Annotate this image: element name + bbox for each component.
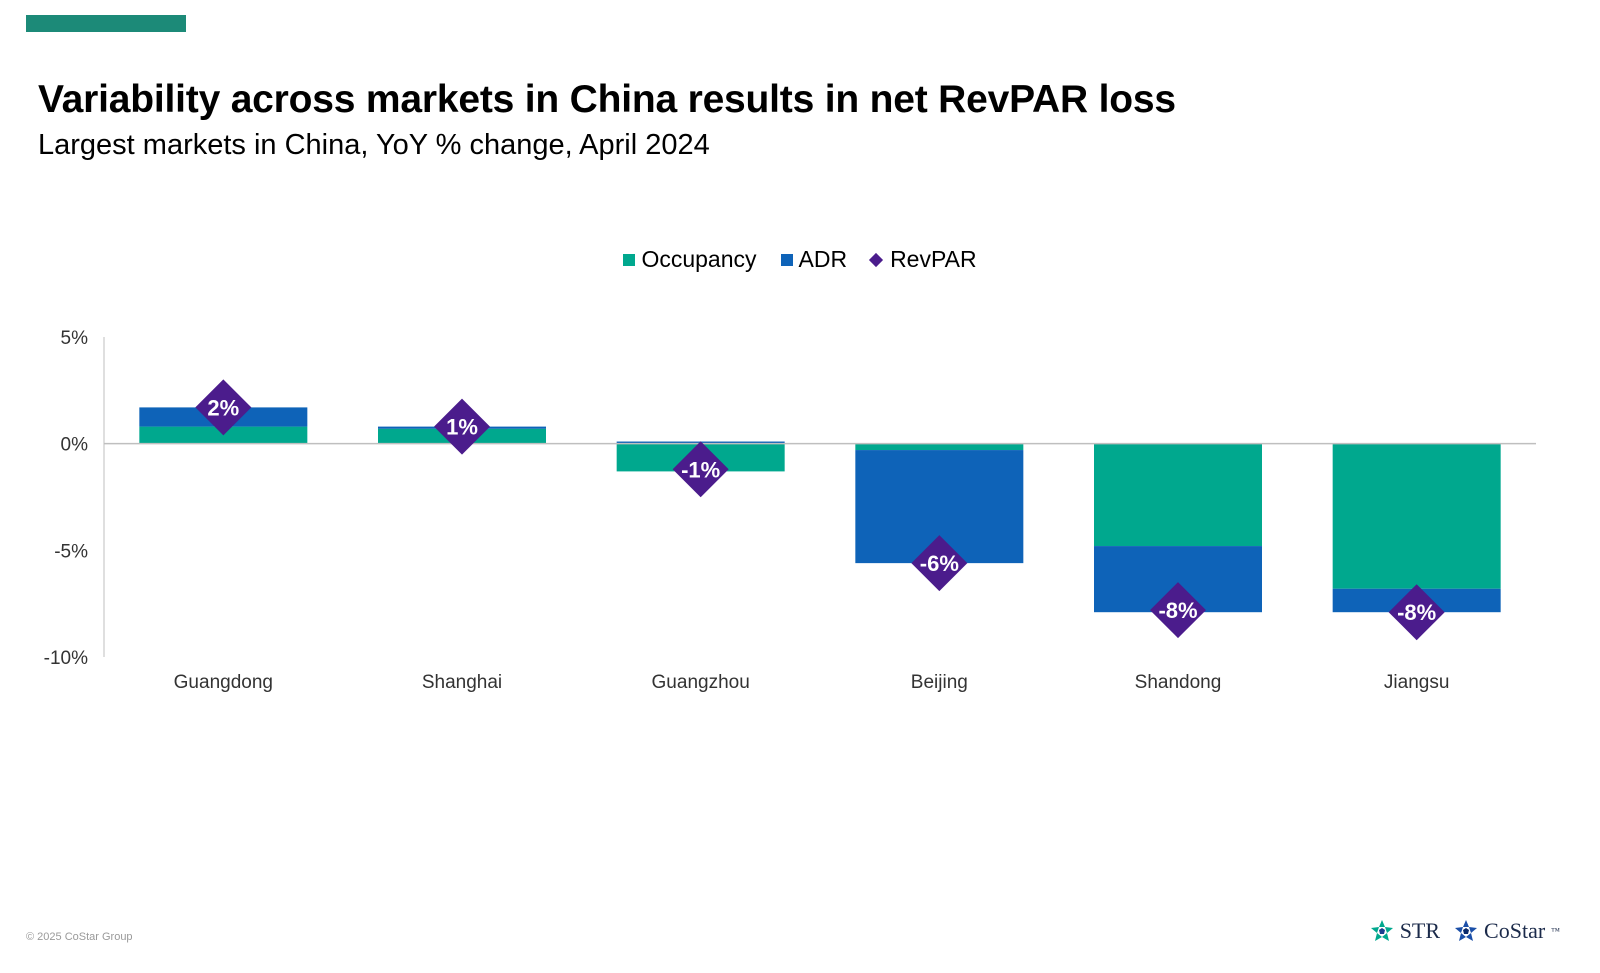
legend-swatch-adr [780,253,793,266]
legend-item-occupancy: Occupancy [623,246,757,273]
brand-logos: STR CoStar ™ [1370,918,1560,944]
bar-occupancy-jiangsu [1332,443,1501,589]
x-tick-label: Shandong [1135,672,1222,693]
costar-logo-text: CoStar [1484,918,1546,943]
trademark-symbol: ™ [1551,926,1560,936]
legend-label-revpar: RevPAR [890,246,977,272]
y-tick-label: -5% [54,541,88,562]
chart-legend: Occupancy ADR RevPAR [0,246,1600,273]
str-logo-text: STR [1399,918,1441,943]
y-tick-label: -10% [44,648,88,669]
page-subtitle: Largest markets in China, YoY % change, … [38,129,710,161]
revpar-data-label: -6% [920,551,959,576]
revpar-data-label: -1% [681,457,720,482]
revpar-marker-beijing [911,535,968,592]
x-tick-label: Guangdong [174,672,273,693]
accent-bar [26,15,186,32]
revpar-data-label: -8% [1158,598,1197,623]
y-tick-label: 0% [61,435,89,456]
revpar-data-label: -8% [1397,600,1436,625]
legend-swatch-occupancy [623,253,636,266]
legend-label-adr: ADR [798,246,848,272]
revpar-data-label: 2% [207,395,239,420]
revpar-marker-guangzhou [672,441,729,498]
bar-occupancy-shandong [1094,443,1262,547]
x-tick-label: Jiangsu [1384,672,1450,693]
page-title: Variability across markets in China resu… [38,78,1176,121]
str-star-icon [1370,920,1393,941]
legend-diamond-revpar [868,252,884,267]
legend-item-adr: ADR [780,246,848,273]
copyright-text: © 2025 CoStar Group [26,931,133,943]
x-tick-label: Guangzhou [652,672,750,693]
x-tick-label: Beijing [911,672,968,693]
revpar-marker-shandong [1150,582,1206,639]
legend-item-revpar: RevPAR [868,246,977,273]
costar-logo: CoStar ™ [1454,918,1560,944]
y-tick-label: 5% [61,328,89,349]
bar-chart: 5% 0% -5% -10% Guangdong Shanghai Guangzhou Bei… [44,328,1536,693]
revpar-marker-jiangsu [1388,584,1445,641]
revpar-marker-guangdong [195,379,252,436]
x-tick-label: Shanghai [422,672,502,693]
str-logo: STR [1370,918,1440,944]
costar-star-icon [1455,920,1478,941]
legend-label-occupancy: Occupancy [641,246,757,272]
revpar-data-label: 1% [446,415,478,440]
revpar-marker-shanghai [434,398,490,455]
bar-occupancy-beijing [855,443,1024,451]
